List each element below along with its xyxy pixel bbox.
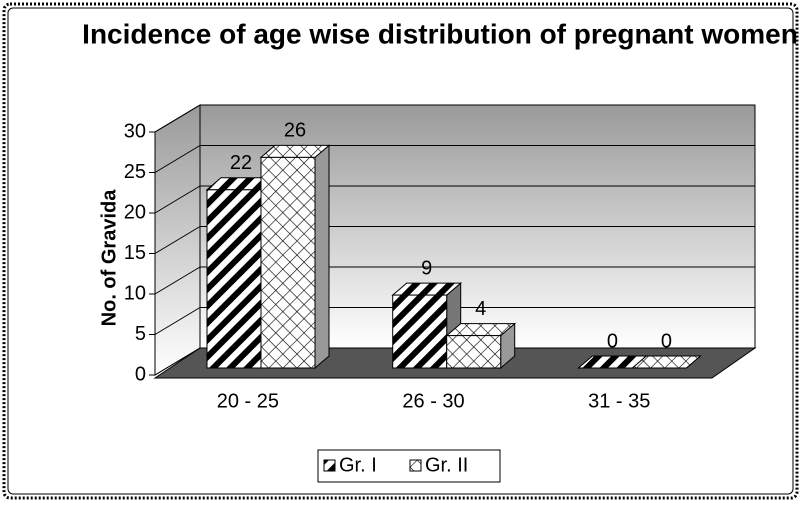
legend-swatch [323,459,336,472]
value-label: 0 [607,330,618,352]
value-label: 22 [230,152,252,174]
grid-line [154,266,201,295]
grid-line [154,347,201,376]
legend: Gr. I Gr. II [317,449,501,483]
value-label: 9 [421,257,432,279]
y-tick-label: 0 [135,363,146,385]
bar [446,335,502,369]
chart-title: Incidence of age wise distribution of pr… [82,18,798,49]
legend-label: Gr. II [425,454,468,476]
value-label: 26 [284,120,306,142]
legend-swatch [409,459,422,472]
y-tick-label: 10 [124,282,146,304]
grid-line [154,104,201,133]
x-tick-label: 26 - 30 [402,390,464,412]
y-tick-label: 15 [124,242,146,264]
grid-line [154,145,201,173]
bar-side [314,144,330,370]
y-tick-label: 30 [124,120,146,142]
x-tick-label: 20 - 25 [217,390,279,412]
x-tick-label: 31 - 35 [588,390,650,412]
bar [392,294,448,369]
grid-line [154,226,201,254]
grid-line [154,307,201,335]
legend-label: Gr. I [339,454,377,476]
grid-line [154,185,201,214]
legend-box [317,449,501,483]
y-tick-label: 25 [124,161,146,183]
bar [260,156,316,369]
value-label: 0 [661,330,672,352]
bar-top [631,355,702,369]
value-label: 4 [475,298,486,320]
bar [206,189,262,369]
frame-inner [7,7,794,495]
y-axis-label: No. of Gravida [98,189,120,327]
y-tick-label: 5 [135,323,146,345]
y-tick-label: 20 [124,201,146,223]
